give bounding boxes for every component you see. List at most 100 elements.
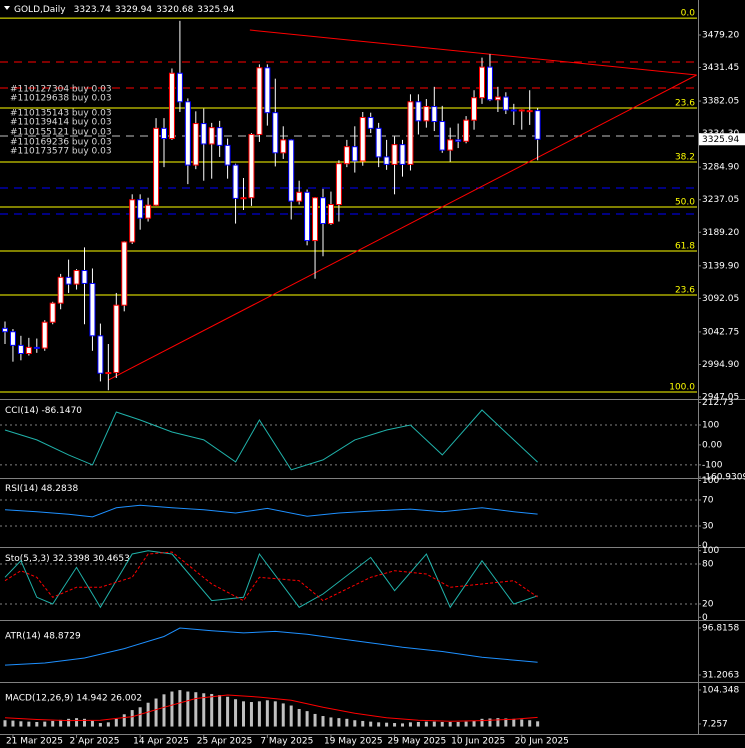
candle-body <box>343 146 350 165</box>
y-tick-label: 212.73 <box>702 398 734 408</box>
histogram-bar <box>265 700 269 727</box>
candle-body <box>176 72 183 103</box>
histogram-bar <box>35 721 39 727</box>
candle-body <box>25 346 32 355</box>
histogram-bar <box>337 718 341 727</box>
candle-body <box>208 127 215 145</box>
histogram-bar <box>504 718 508 727</box>
histogram-bar <box>432 721 436 727</box>
candle-body <box>121 241 128 306</box>
histogram-bar <box>313 713 317 727</box>
x-tick-label: 2 Apr 2025 <box>70 737 120 747</box>
candle-body <box>216 127 223 146</box>
trendline <box>249 29 697 76</box>
histogram-bar <box>170 691 174 727</box>
candle-body <box>240 197 247 200</box>
candle-body <box>439 121 446 151</box>
y-tick-label: 0 <box>702 613 708 623</box>
candle-body <box>280 139 287 154</box>
fib-label: 61.8 <box>675 241 695 251</box>
candle-body <box>9 331 16 346</box>
x-tick-label: 14 Apr 2025 <box>133 737 189 747</box>
candle-body <box>161 127 167 140</box>
order-label: #110169236 buy 0.03 <box>10 138 112 148</box>
y-tick-label: 96.8158 <box>702 624 739 634</box>
trendline <box>108 74 697 381</box>
histogram-bar <box>130 710 134 727</box>
candle-body <box>153 127 160 206</box>
x-tick-label: 10 Jun 2025 <box>451 737 505 747</box>
fib-label: 23.6 <box>675 286 695 296</box>
histogram-bar <box>178 690 182 727</box>
histogram-bar <box>67 718 71 727</box>
candle-body <box>327 204 334 225</box>
histogram-bar <box>210 693 214 727</box>
histogram-bar <box>440 721 444 727</box>
histogram-bar <box>3 720 7 727</box>
histogram-bar <box>273 701 277 727</box>
y-tick-label: 2994.90 <box>702 360 739 370</box>
candle-body <box>81 270 88 284</box>
indicator-title: CCI(14) -86.1470 <box>5 406 82 416</box>
histogram-bar <box>520 719 524 727</box>
candle-body <box>399 144 406 165</box>
x-tick-label: 7 May 2025 <box>260 737 313 747</box>
candle-body <box>518 109 525 112</box>
y-tick-label: -160.9309 <box>702 473 745 483</box>
histogram-bar <box>488 718 492 727</box>
fib-label: 23.6 <box>675 98 695 108</box>
candle-body <box>73 270 80 285</box>
order-label: #110135143 buy 0.03 <box>10 109 112 119</box>
y-tick-label: 3382.05 <box>702 97 739 107</box>
histogram-bar <box>90 720 94 727</box>
header-low: 3320.68 <box>156 5 193 15</box>
histogram-bar <box>353 720 357 727</box>
candle-body <box>494 96 501 101</box>
symbol-title: GOLD,Daily <box>14 5 66 15</box>
indicator-title: Sto(5,3,3) 32.3398 30.4653 <box>5 554 130 564</box>
candle-body <box>455 139 462 142</box>
histogram-bar <box>202 693 206 727</box>
menu-arrow[interactable] <box>4 6 10 10</box>
header-close: 3325.94 <box>197 5 234 15</box>
candle-body <box>97 335 104 374</box>
y-tick-label: 0.00 <box>702 440 722 450</box>
histogram-bar <box>472 720 476 727</box>
chart-header: GOLD,Daily 3323.74 3329.94 3320.68 3325.94 <box>14 5 235 15</box>
histogram-bar <box>138 707 142 727</box>
fib-label: 0.0 <box>681 9 696 19</box>
candle-body <box>407 101 414 165</box>
indicator-line <box>4 409 538 471</box>
histogram-bar <box>480 718 484 727</box>
y-tick-label: -100 <box>702 460 723 470</box>
histogram-bar <box>11 720 15 727</box>
fib-label: 38.2 <box>675 153 695 163</box>
candle-body <box>105 372 112 375</box>
order-label: #110155121 buy 0.03 <box>10 128 112 138</box>
candle-body <box>184 101 191 166</box>
candle-body <box>479 66 485 99</box>
x-tick-label: 29 May 2025 <box>388 737 447 747</box>
histogram-bar <box>162 694 166 727</box>
candle-body <box>65 276 72 285</box>
histogram-bar <box>329 717 333 727</box>
histogram-bar <box>361 720 365 727</box>
candle-body <box>192 123 199 166</box>
histogram-bar <box>393 723 397 727</box>
candle-body <box>510 109 517 112</box>
candle-body <box>431 106 438 123</box>
histogram-bar <box>369 721 373 727</box>
candle-body <box>534 110 541 140</box>
indicator-title: MACD(12,26,9) 14.942 26.002 <box>5 694 142 704</box>
histogram-bar <box>43 721 47 727</box>
indicator-line <box>4 550 538 609</box>
candle-body <box>447 139 454 151</box>
histogram-bar <box>345 718 349 727</box>
candle-body <box>415 101 422 122</box>
histogram-bar <box>234 699 238 727</box>
candle-body <box>351 146 358 162</box>
candle-body <box>49 302 56 323</box>
x-tick-label: 25 Apr 2025 <box>197 737 253 747</box>
histogram-bar <box>75 718 79 727</box>
histogram-bar <box>281 703 285 727</box>
